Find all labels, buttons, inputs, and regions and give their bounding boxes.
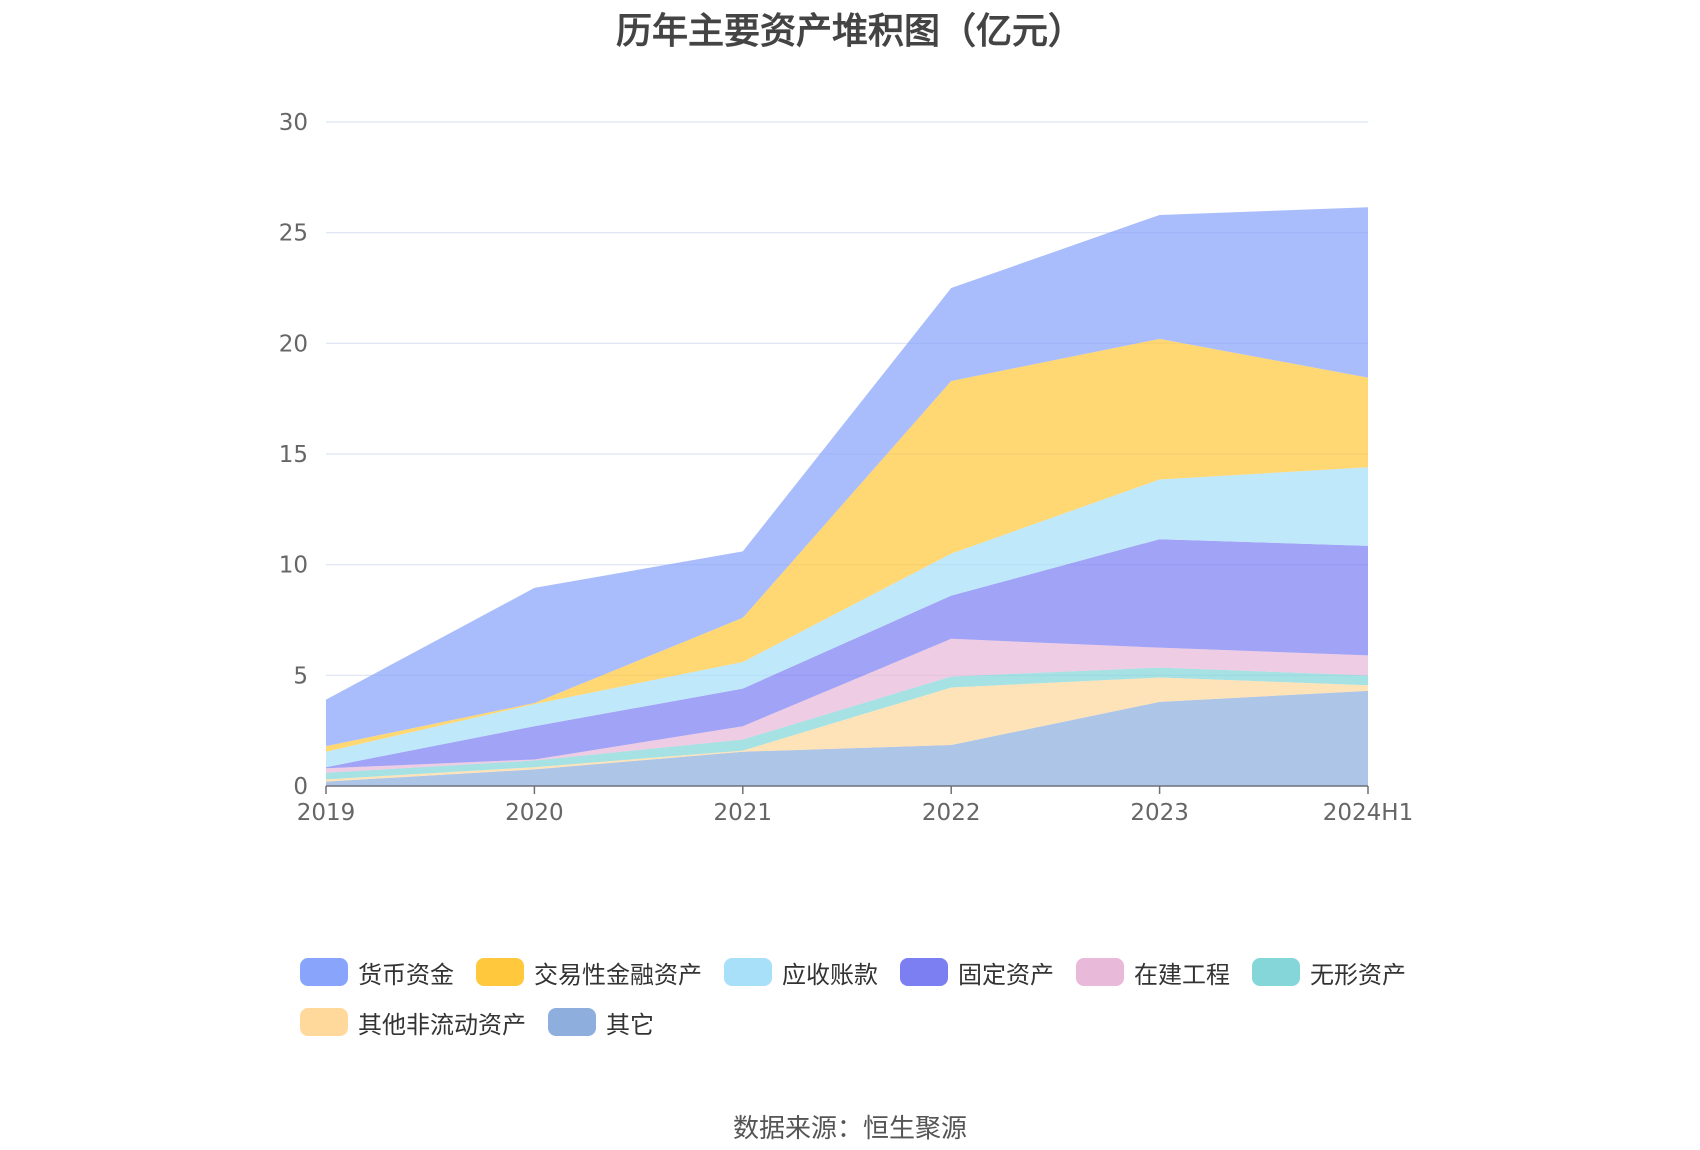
legend-swatch bbox=[1076, 958, 1124, 986]
legend-item[interactable]: 其他非流动资产 bbox=[300, 1005, 526, 1039]
y-tick-label: 25 bbox=[279, 221, 308, 247]
legend-item[interactable]: 其它 bbox=[548, 1005, 654, 1039]
x-tick-label: 2024H1 bbox=[1323, 800, 1413, 826]
x-tick-label: 2019 bbox=[297, 800, 356, 826]
legend-label: 应收账款 bbox=[782, 960, 878, 989]
area-series-4[interactable] bbox=[326, 539, 1368, 769]
y-tick-label: 30 bbox=[279, 110, 308, 136]
legend-swatch bbox=[548, 1008, 596, 1036]
y-tick-label: 0 bbox=[293, 774, 308, 800]
legend-label: 无形资产 bbox=[1310, 960, 1406, 989]
y-tick-label: 5 bbox=[293, 663, 308, 689]
legend-label: 货币资金 bbox=[358, 960, 454, 989]
x-tick-label: 2021 bbox=[714, 800, 773, 826]
axes: 0 5 10 15 20 25 30 2019 2020 2021 2022 2023 2024H1 bbox=[279, 110, 1414, 826]
legend-swatch bbox=[724, 958, 772, 986]
legend-item[interactable]: 固定资产 bbox=[900, 955, 1054, 989]
series-areas bbox=[326, 207, 1368, 786]
legend-swatch bbox=[1252, 958, 1300, 986]
y-tick-label: 10 bbox=[279, 553, 308, 579]
legend-swatch bbox=[300, 1008, 348, 1036]
legend-label: 固定资产 bbox=[958, 960, 1054, 989]
area-series-2[interactable] bbox=[326, 667, 1368, 780]
area-series-5[interactable] bbox=[326, 467, 1368, 768]
x-tick-label: 2022 bbox=[922, 800, 981, 826]
area-series-3[interactable] bbox=[326, 638, 1368, 773]
area-series-7[interactable] bbox=[326, 207, 1368, 747]
legend-item[interactable]: 在建工程 bbox=[1076, 955, 1230, 989]
legend-item[interactable]: 交易性金融资产 bbox=[476, 955, 702, 989]
area-series-0[interactable] bbox=[326, 690, 1368, 786]
x-tick-label: 2023 bbox=[1130, 800, 1189, 826]
area-series-6[interactable] bbox=[326, 338, 1368, 752]
legend-label: 在建工程 bbox=[1134, 960, 1230, 989]
x-tick-label: 2020 bbox=[505, 800, 564, 826]
legend-item[interactable]: 货币资金 bbox=[300, 955, 454, 989]
legend-swatch bbox=[476, 958, 524, 986]
legend-label: 其它 bbox=[606, 1010, 654, 1039]
legend-swatch bbox=[900, 958, 948, 986]
y-tick-label: 20 bbox=[279, 331, 308, 357]
area-series-1[interactable] bbox=[326, 677, 1368, 782]
legend: 货币资金 交易性金融资产 应收账款 固定资产 在建工程 无形资产其他非流动资产 其它 bbox=[300, 955, 1450, 1039]
source-note: 数据来源：恒生聚源 bbox=[732, 1114, 967, 1144]
legend-item[interactable]: 应收账款 bbox=[724, 955, 878, 989]
chart-title: 历年主要资产堆积图（亿元） bbox=[615, 11, 1084, 52]
legend-label: 交易性金融资产 bbox=[534, 960, 702, 989]
legend-label: 其他非流动资产 bbox=[358, 1010, 526, 1039]
legend-swatch bbox=[300, 958, 348, 986]
y-tick-label: 15 bbox=[279, 442, 308, 468]
legend-item[interactable]: 无形资产 bbox=[1252, 955, 1406, 989]
